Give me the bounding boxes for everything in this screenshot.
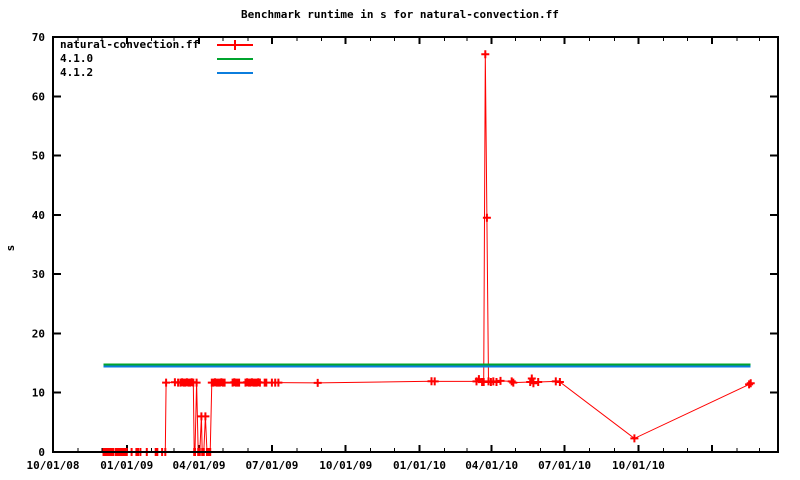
legend-plus-marker-icon (230, 40, 240, 50)
y-tick-label: 10 (32, 387, 45, 400)
legend-item: 4.1.2 (60, 66, 255, 80)
x-tick-label: 04/01/10 (465, 459, 518, 472)
legend-item: 4.1.0 (60, 52, 255, 66)
y-tick-label: 60 (32, 90, 45, 103)
x-tick-label: 10/01/10 (612, 459, 665, 472)
y-tick-label: 40 (32, 209, 45, 222)
y-tick-label: 30 (32, 268, 45, 281)
x-tick-label: 07/01/10 (538, 459, 591, 472)
chart-title: Benchmark runtime in s for natural-conve… (241, 8, 559, 21)
plot-border (52, 36, 779, 453)
x-tick-label: 01/01/09 (100, 459, 153, 472)
legend-label: 4.1.2 (60, 66, 94, 79)
y-tick-label: 50 (32, 150, 45, 163)
x-tick-label: 04/01/09 (172, 459, 225, 472)
legend-line-sample (217, 58, 253, 60)
y-tick-label: 20 (32, 327, 45, 340)
y-tick-label: 70 (32, 31, 45, 44)
legend: natural-convection.ff 4.1.0 4.1.2 (60, 38, 255, 80)
y-axis-label: s (4, 245, 17, 252)
legend-label: natural-convection.ff (60, 38, 200, 51)
legend-line-sample (217, 72, 253, 74)
y-tick-label: 0 (38, 446, 45, 459)
x-tick-label: 01/01/10 (393, 459, 446, 472)
x-tick-label: 10/01/08 (27, 459, 80, 472)
data-point-markers (99, 50, 755, 456)
legend-line-sample (217, 40, 253, 50)
legend-label: 4.1.0 (60, 52, 94, 65)
x-tick-label: 10/01/09 (319, 459, 372, 472)
x-tick-label: 07/01/09 (245, 459, 298, 472)
series-line-natural-convection (103, 54, 752, 453)
legend-item: natural-convection.ff (60, 38, 255, 52)
